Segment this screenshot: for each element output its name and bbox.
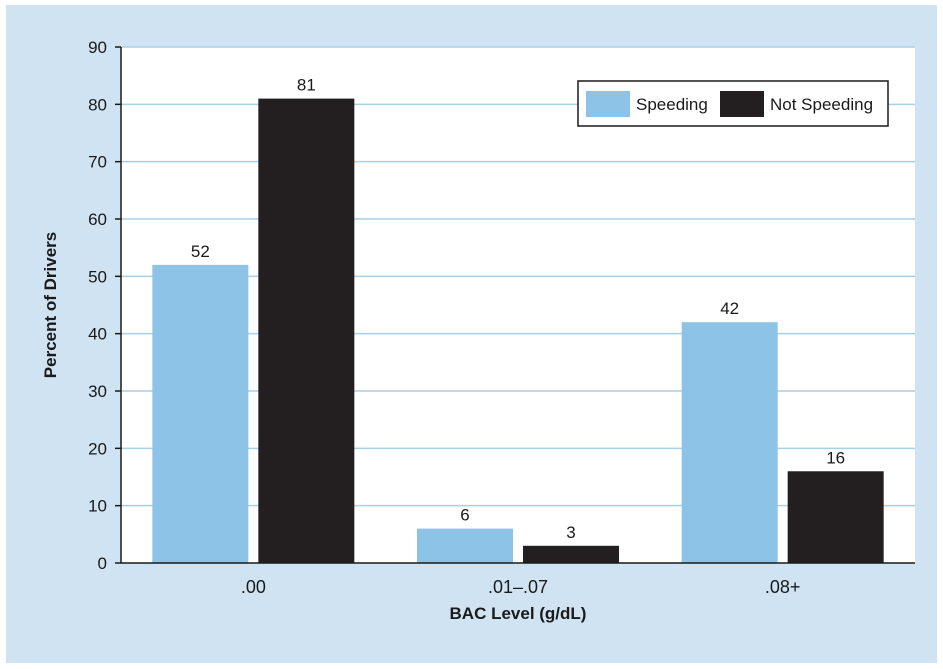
bar-not-speeding — [787, 471, 884, 563]
bar-speeding — [417, 528, 513, 563]
bar-value-label: 6 — [460, 506, 469, 525]
bar-speeding — [152, 264, 249, 563]
y-tick-label: 30 — [88, 382, 107, 401]
bar-not-speeding — [523, 545, 619, 563]
y-tick-label: 60 — [88, 210, 107, 229]
bar-value-label: 42 — [720, 299, 739, 318]
bar-value-label: 3 — [566, 523, 575, 542]
y-tick-label: 50 — [88, 267, 107, 286]
y-tick-label: 0 — [98, 554, 107, 573]
bar-value-label: 16 — [826, 448, 845, 467]
y-tick-label: 70 — [88, 153, 107, 172]
y-axis-title: Percent of Drivers — [41, 232, 60, 378]
axes — [115, 46, 915, 564]
y-tick-label: 80 — [88, 95, 107, 114]
x-category-label: .01–.07 — [488, 577, 548, 597]
plot-area — [121, 47, 915, 563]
bar-not-speeding — [258, 98, 355, 563]
bar-speeding — [681, 322, 778, 563]
legend: Speeding Not Speeding — [577, 80, 889, 127]
data-labels: 52 81 6 3 42 16 — [191, 76, 845, 542]
bars — [152, 98, 884, 563]
y-tick-labels: 0 10 20 30 40 50 60 70 80 90 — [88, 38, 107, 573]
bar-value-label: 81 — [297, 76, 316, 95]
legend-label-not-speeding: Not Speeding — [770, 95, 873, 114]
y-tick-label: 10 — [88, 497, 107, 516]
x-category-label: .00 — [241, 577, 266, 597]
legend-swatch-not-speeding — [720, 91, 764, 117]
x-axis-title: BAC Level (g/dL) — [450, 604, 587, 623]
y-tick-label: 40 — [88, 325, 107, 344]
y-tick-label: 20 — [88, 439, 107, 458]
y-tick-label: 90 — [88, 38, 107, 57]
x-category-label: .08+ — [765, 577, 801, 597]
bar-value-label: 52 — [191, 242, 210, 261]
x-category-labels: .00 .01–.07 .08+ — [241, 577, 801, 597]
legend-swatch-speeding — [586, 91, 630, 117]
legend-label-speeding: Speeding — [636, 95, 708, 114]
